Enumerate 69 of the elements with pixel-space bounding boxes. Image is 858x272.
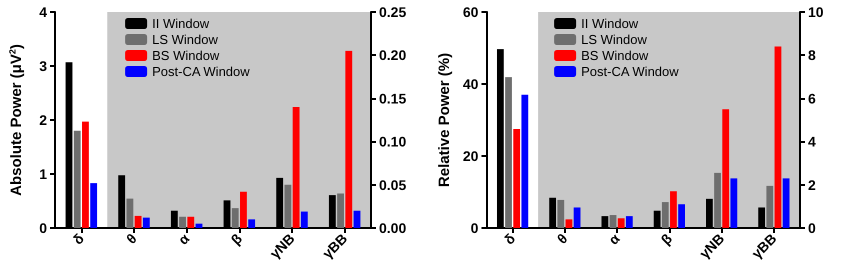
y-tick-label: 0 xyxy=(39,220,48,236)
bar xyxy=(300,212,308,228)
bar xyxy=(566,219,572,228)
bar xyxy=(345,50,352,228)
x-tick-label: α xyxy=(174,230,193,248)
bar xyxy=(284,184,292,228)
bar xyxy=(610,215,616,228)
x-tick-label: δ xyxy=(500,230,518,248)
y2-tick-label: 0.10 xyxy=(379,134,406,150)
bar xyxy=(126,198,134,228)
bar xyxy=(196,224,202,228)
y-axis-title: Absolute Power (μV2) xyxy=(8,44,25,196)
legend-label: BS Window xyxy=(581,48,649,63)
y2-tick-label: 2 xyxy=(808,176,816,193)
legend-label: LS Window xyxy=(581,32,648,47)
y2-tick-label: 0 xyxy=(808,220,816,236)
x-tick-label: θ xyxy=(122,230,140,248)
bar xyxy=(134,216,142,228)
bar xyxy=(670,191,677,228)
bar xyxy=(240,192,247,228)
y-tick-label: 0 xyxy=(470,220,479,236)
bar xyxy=(557,200,564,228)
bar xyxy=(292,107,300,228)
bar xyxy=(354,210,360,228)
y2-tick-label: 8 xyxy=(808,47,816,64)
x-tick-label: θ xyxy=(554,230,571,248)
y-tick-label: 4 xyxy=(39,4,48,20)
bar xyxy=(142,218,150,228)
bar xyxy=(232,208,239,228)
legend-label: Post-CA Window xyxy=(581,64,680,79)
bar xyxy=(662,202,669,228)
bar xyxy=(730,178,738,228)
x-tick-label: δ xyxy=(70,230,87,248)
x-tick-label: α xyxy=(605,230,624,248)
bar xyxy=(248,219,256,228)
bar xyxy=(714,172,721,228)
y2-tick-label: 0.05 xyxy=(379,176,406,193)
legend-label: II Window xyxy=(581,16,639,31)
y2-tick-label: 4 xyxy=(808,134,816,150)
bar xyxy=(574,207,580,228)
bar xyxy=(626,216,633,228)
bar xyxy=(678,204,685,228)
y2-tick-label: 0.00 xyxy=(379,220,406,236)
bar xyxy=(722,109,730,228)
y2-tick-label: 6 xyxy=(808,90,816,106)
bar xyxy=(187,216,194,228)
bar xyxy=(774,46,782,228)
y2-tick-label: 0.20 xyxy=(379,47,406,64)
legend-label: LS Window xyxy=(152,32,218,47)
bar xyxy=(337,193,344,228)
legend-label: II Window xyxy=(152,16,210,31)
y-tick-label: 2 xyxy=(39,112,48,128)
y2-tick-label: 0.15 xyxy=(379,90,406,106)
bar xyxy=(618,218,625,228)
y-tick-label: 60 xyxy=(462,4,479,20)
legend-label: BS Window xyxy=(152,48,220,63)
legend-label: Post-CA Window xyxy=(152,64,250,79)
x-tick-label: β xyxy=(658,230,676,248)
bar xyxy=(766,186,774,228)
y-tick-label: 1 xyxy=(39,166,48,182)
y-axis-title: Relative Power (%) xyxy=(436,52,453,188)
y2-tick-label: 0.25 xyxy=(379,4,406,20)
y-tick-label: 40 xyxy=(462,76,479,92)
bar xyxy=(179,216,186,228)
y2-tick-label: 10 xyxy=(808,4,824,20)
y-tick-label: 20 xyxy=(462,148,479,164)
y-tick-label: 3 xyxy=(39,58,48,74)
bar xyxy=(782,178,790,228)
x-tick-label: β xyxy=(228,230,246,248)
